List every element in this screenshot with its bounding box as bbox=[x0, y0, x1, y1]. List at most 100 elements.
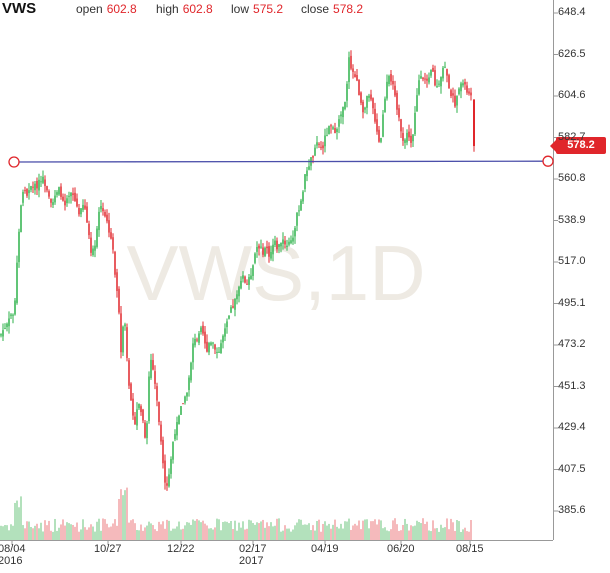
volume-bar bbox=[18, 507, 20, 540]
volume-bar bbox=[244, 529, 246, 540]
candle-body bbox=[124, 324, 126, 327]
candle-body bbox=[244, 276, 246, 283]
volume-bar bbox=[22, 525, 24, 540]
volume-bar bbox=[100, 530, 102, 540]
volume-bar bbox=[84, 527, 86, 540]
volume-bar bbox=[418, 521, 420, 540]
candle-body bbox=[208, 342, 210, 353]
volume-bar bbox=[90, 524, 92, 540]
volume-bar bbox=[70, 524, 72, 540]
volume-bar bbox=[92, 526, 94, 540]
volume-bar bbox=[264, 527, 266, 540]
volume-bar bbox=[320, 531, 322, 540]
candle-body bbox=[470, 92, 472, 96]
volume-bar bbox=[140, 524, 142, 540]
volume-bar bbox=[278, 518, 280, 540]
candle-body bbox=[2, 330, 4, 337]
close-value: 578.2 bbox=[333, 2, 364, 16]
candle-body bbox=[436, 86, 438, 88]
volume-bar bbox=[458, 521, 460, 540]
candle-body bbox=[462, 83, 464, 86]
candle-body bbox=[164, 460, 166, 483]
volume-bar bbox=[284, 525, 286, 540]
x-tick-label: 04/19 bbox=[311, 543, 339, 555]
volume-bar bbox=[438, 531, 440, 540]
candle-body bbox=[382, 114, 384, 137]
candle-body bbox=[384, 98, 386, 113]
volume-bar bbox=[280, 531, 282, 540]
volume-bar bbox=[44, 520, 46, 540]
candle-body bbox=[316, 142, 318, 146]
volume-bar bbox=[192, 519, 194, 540]
volume-bar bbox=[198, 520, 200, 540]
volume-bar bbox=[168, 520, 170, 540]
volume-bar bbox=[174, 528, 176, 540]
volume-bar bbox=[404, 518, 406, 540]
volume-bar bbox=[268, 526, 270, 540]
candle-body bbox=[26, 189, 28, 196]
volume-bar bbox=[412, 526, 414, 540]
candle-body bbox=[314, 147, 316, 156]
candle-body bbox=[318, 143, 320, 145]
candle-body bbox=[258, 245, 260, 249]
volume-bar bbox=[8, 530, 10, 540]
volume-bar bbox=[66, 522, 68, 540]
y-tick-label: 626.5 bbox=[558, 47, 586, 60]
volume-bar bbox=[110, 526, 112, 540]
volume-bar bbox=[290, 531, 292, 540]
candle-body bbox=[306, 170, 308, 177]
volume-bar bbox=[112, 523, 114, 540]
open-value: 602.8 bbox=[106, 2, 137, 16]
candle-body bbox=[94, 245, 96, 251]
candle-body bbox=[324, 135, 326, 147]
candle-body bbox=[66, 198, 68, 204]
x-tick-year: 2017 bbox=[239, 555, 264, 567]
volume-bar bbox=[116, 525, 118, 540]
volume-bar bbox=[234, 520, 236, 540]
volume-bar bbox=[344, 521, 346, 540]
candle-body bbox=[380, 137, 382, 142]
candle-body bbox=[6, 323, 8, 328]
candle-body bbox=[412, 134, 414, 142]
candle-body bbox=[152, 360, 154, 370]
volume-bar bbox=[142, 530, 144, 540]
candle-body bbox=[10, 314, 12, 316]
volume-bar bbox=[272, 526, 274, 540]
volume-bar bbox=[270, 522, 272, 540]
volume-bar bbox=[430, 531, 432, 540]
volume-bar bbox=[236, 530, 238, 540]
volume-bar bbox=[204, 523, 206, 540]
candle-body bbox=[134, 416, 136, 425]
y-tick-label: 560.8 bbox=[558, 172, 586, 184]
volume-bar bbox=[436, 528, 438, 540]
candle-body bbox=[192, 343, 194, 363]
volume-bar bbox=[354, 523, 356, 540]
candle-body bbox=[36, 180, 38, 189]
volume-bar bbox=[316, 520, 318, 540]
candle-body bbox=[464, 82, 466, 85]
candle-body bbox=[64, 200, 66, 206]
candle-body bbox=[132, 398, 134, 416]
volume-bar bbox=[414, 525, 416, 540]
candle-body bbox=[444, 66, 446, 68]
ohlc-open: open 602.8 bbox=[76, 2, 137, 20]
volume-bar bbox=[232, 529, 234, 540]
volume-bar bbox=[12, 525, 14, 540]
candle-body bbox=[220, 343, 222, 354]
candle-body bbox=[406, 132, 408, 143]
candle-body bbox=[388, 76, 390, 84]
candle-body bbox=[116, 272, 118, 292]
volume-bar bbox=[196, 519, 198, 540]
volume-bar bbox=[434, 528, 436, 540]
volume-bar bbox=[310, 530, 312, 540]
volume-bar bbox=[182, 528, 184, 540]
candle-body bbox=[446, 69, 448, 76]
high-value: 602.8 bbox=[182, 2, 213, 16]
candle-body bbox=[254, 253, 256, 263]
volume-bar bbox=[230, 520, 232, 540]
x-tick-label: 10/27 bbox=[94, 543, 122, 555]
volume-bar bbox=[206, 525, 208, 540]
candle-body bbox=[338, 119, 340, 127]
volume-bar bbox=[26, 521, 28, 540]
candle-body bbox=[432, 67, 434, 72]
